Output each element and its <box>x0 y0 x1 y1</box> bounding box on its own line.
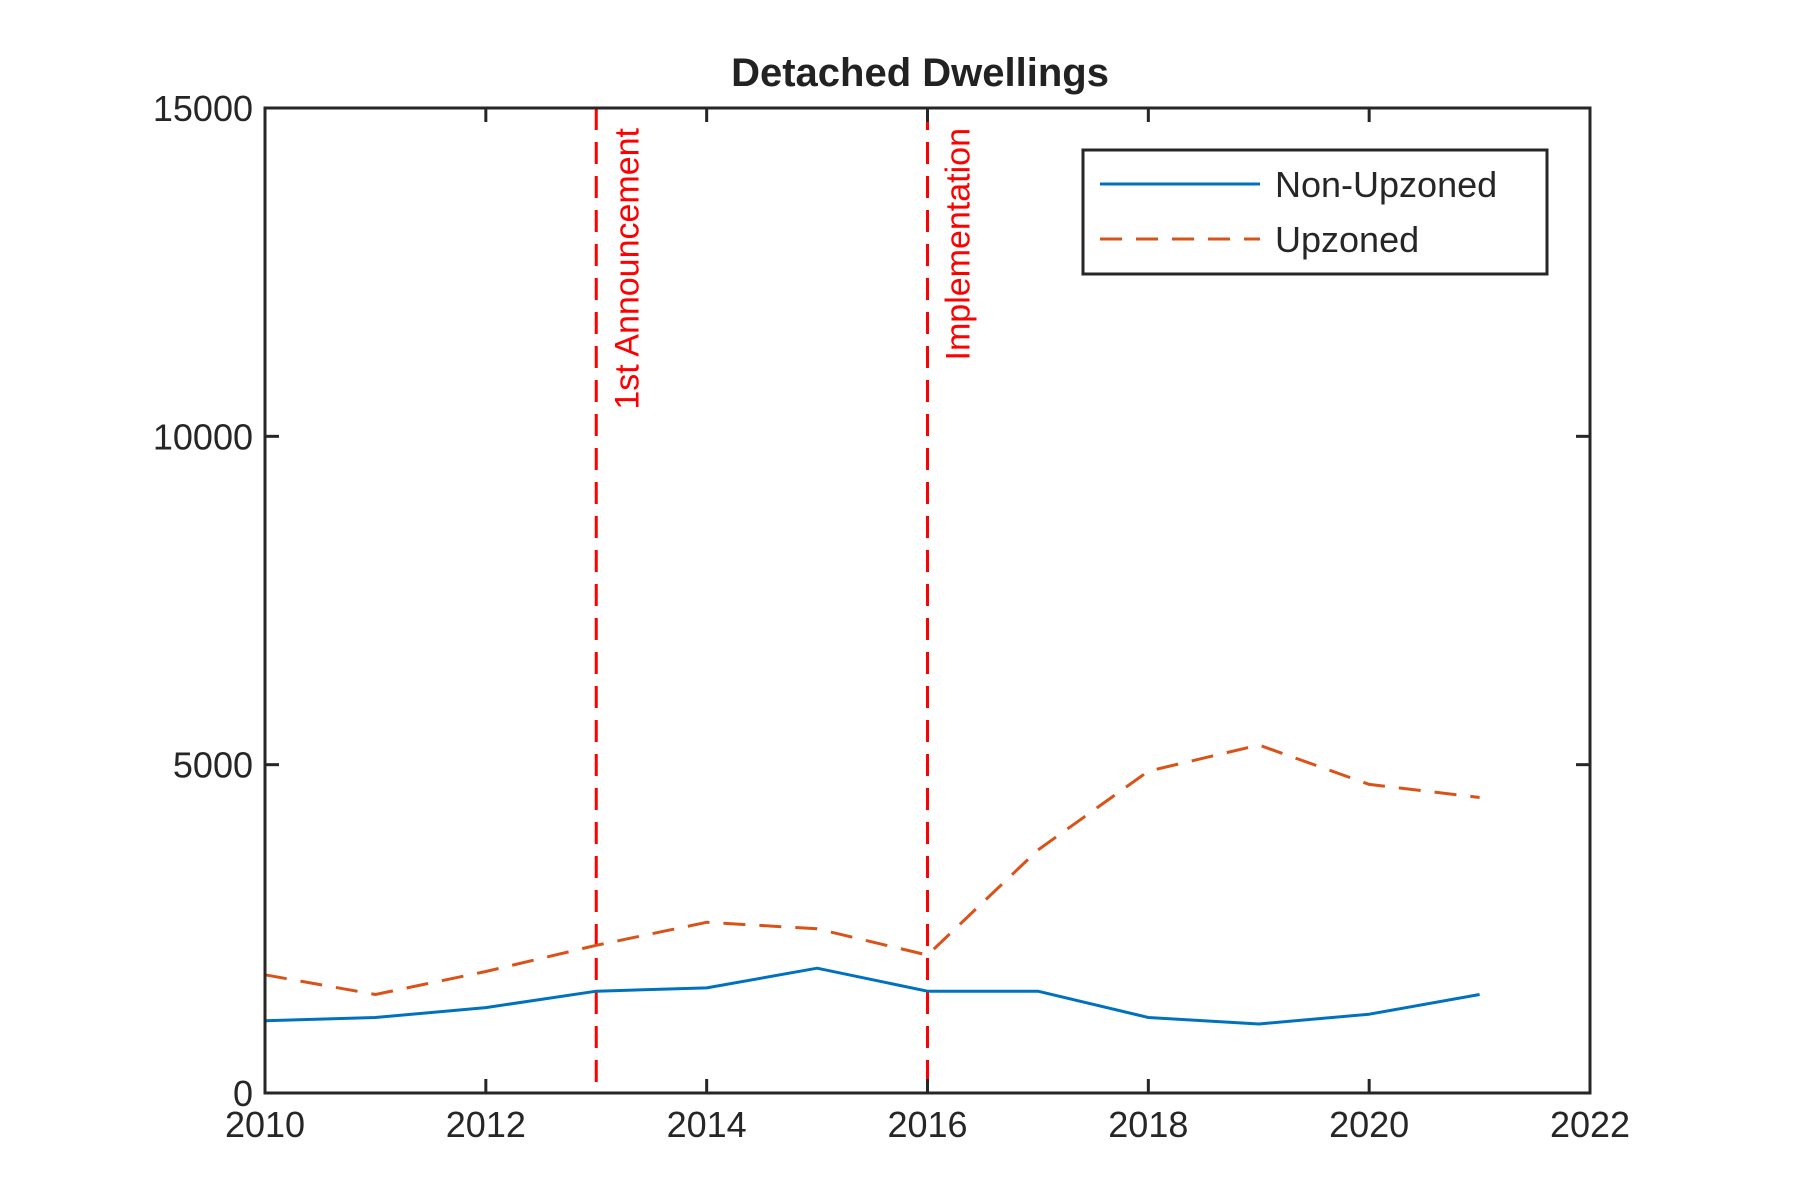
legend-label-non-upzoned: Non-Upzoned <box>1275 164 1497 205</box>
chart-title: Detached Dwellings <box>731 51 1109 95</box>
x-tick-label: 2014 <box>667 1104 747 1145</box>
x-axis: 2010 2012 2014 2016 2018 2020 2022 <box>225 108 1630 1145</box>
x-tick-label: 2018 <box>1108 1104 1188 1145</box>
x-tick-label: 2010 <box>225 1104 305 1145</box>
y-axis: 0 5000 10000 15000 <box>153 88 1590 1114</box>
x-tick-label: 2012 <box>446 1104 526 1145</box>
series-lines <box>264 743 1480 1026</box>
y-tick-label: 15000 <box>153 88 253 129</box>
series-line-non-upzoned <box>264 966 1480 1026</box>
event-lines: 1st Announcement Implementation <box>594 108 978 1093</box>
event-label-1st-announcement: 1st Announcement <box>608 127 646 409</box>
event-label-implementation: Implementation <box>940 128 978 360</box>
x-tick-label: 2022 <box>1550 1104 1630 1145</box>
x-tick-label: 2020 <box>1329 1104 1409 1145</box>
legend: Non-Upzoned Upzoned <box>1081 148 1549 276</box>
legend-label-upzoned: Upzoned <box>1275 219 1419 260</box>
y-tick-label: 5000 <box>173 745 253 786</box>
legend-box <box>1081 148 1549 276</box>
series-line-upzoned <box>264 743 1480 996</box>
x-tick-label: 2016 <box>887 1104 967 1145</box>
y-tick-label: 10000 <box>153 416 253 457</box>
y-tick-label: 0 <box>233 1073 253 1114</box>
